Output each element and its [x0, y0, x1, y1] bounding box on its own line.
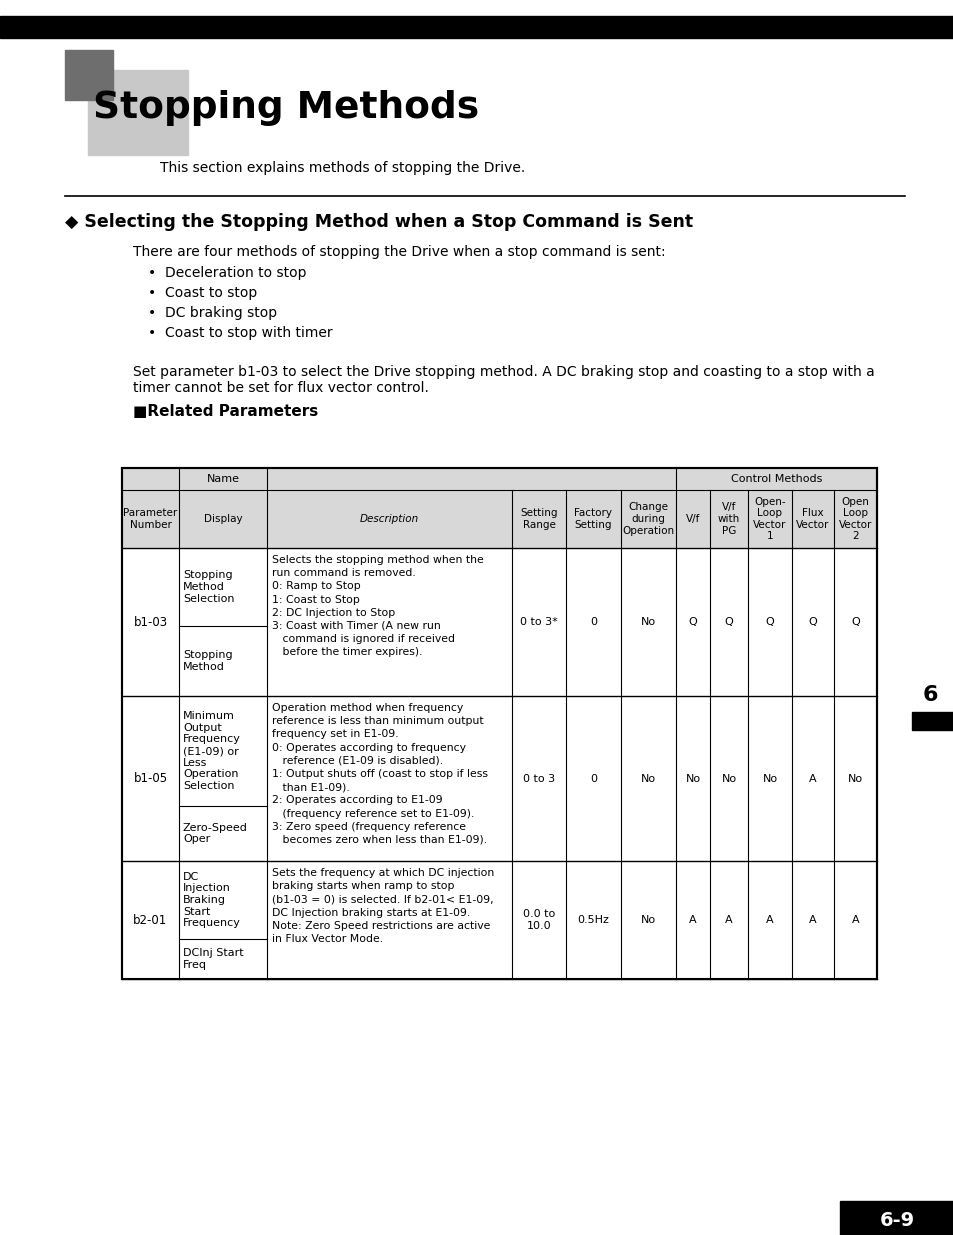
- Text: There are four methods of stopping the Drive when a stop command is sent:: There are four methods of stopping the D…: [132, 245, 665, 259]
- Text: No: No: [640, 773, 656, 783]
- Text: Factory
Setting: Factory Setting: [574, 508, 612, 530]
- Bar: [122, 468, 876, 979]
- Text: ■Related Parameters: ■Related Parameters: [132, 404, 318, 419]
- Text: Description: Description: [359, 514, 418, 524]
- Bar: [911, 713, 953, 730]
- Text: Operation method when frequency
reference is less than minimum output
frequency : Operation method when frequency referenc…: [272, 703, 488, 845]
- Text: b1-03: b1-03: [133, 615, 168, 629]
- Text: 0: 0: [589, 773, 597, 783]
- Text: Stopping Methods: Stopping Methods: [829, 19, 930, 28]
- Text: Zero-Speed
Oper: Zero-Speed Oper: [183, 823, 248, 845]
- Text: A: A: [688, 915, 696, 925]
- Text: Stopping Methods: Stopping Methods: [92, 90, 478, 126]
- Text: 6-9: 6-9: [879, 1210, 914, 1230]
- Text: A: A: [765, 915, 773, 925]
- Text: Selects the stopping method when the
run command is removed.
0: Ramp to Stop
1: : Selects the stopping method when the run…: [272, 555, 483, 657]
- Text: 0: 0: [589, 618, 597, 627]
- Text: No: No: [761, 773, 777, 783]
- Text: No: No: [684, 773, 700, 783]
- Text: Q: Q: [724, 618, 733, 627]
- Text: ◆ Selecting the Stopping Method when a Stop Command is Sent: ◆ Selecting the Stopping Method when a S…: [65, 212, 693, 231]
- Text: A: A: [808, 773, 816, 783]
- Text: 6: 6: [922, 685, 937, 705]
- Text: Q: Q: [808, 618, 817, 627]
- Text: V/f
with
PG: V/f with PG: [717, 503, 740, 536]
- Text: Q: Q: [765, 618, 774, 627]
- Text: Open
Loop
Vector
2: Open Loop Vector 2: [838, 496, 871, 541]
- Text: Q: Q: [850, 618, 859, 627]
- Text: b2-01: b2-01: [133, 914, 168, 926]
- Text: Display: Display: [204, 514, 242, 524]
- Text: 0.0 to
10.0: 0.0 to 10.0: [522, 909, 555, 931]
- Text: Minimum
Output
Frequency
(E1-09) or
Less
Operation
Selection: Minimum Output Frequency (E1-09) or Less…: [183, 711, 240, 790]
- Bar: [88, 70, 188, 156]
- Bar: [65, 49, 112, 100]
- Text: Name: Name: [206, 474, 239, 484]
- Text: •  Coast to stop: • Coast to stop: [148, 287, 257, 300]
- Text: •  DC braking stop: • DC braking stop: [148, 306, 276, 320]
- Text: Set parameter b1-03 to select the Drive stopping method. A DC braking stop and c: Set parameter b1-03 to select the Drive …: [132, 366, 874, 395]
- Text: Flux
Vector: Flux Vector: [796, 508, 829, 530]
- Text: This section explains methods of stopping the Drive.: This section explains methods of stoppin…: [160, 161, 525, 175]
- Text: Setting
Range: Setting Range: [519, 508, 558, 530]
- Text: V/f: V/f: [685, 514, 700, 524]
- Text: A: A: [808, 915, 816, 925]
- Text: Change
during
Operation: Change during Operation: [621, 503, 674, 536]
- Text: Q: Q: [688, 618, 697, 627]
- Text: A: A: [851, 915, 859, 925]
- Text: Control Methods: Control Methods: [730, 474, 821, 484]
- Text: Sets the frequency at which DC injection
braking starts when ramp to stop
(b1-03: Sets the frequency at which DC injection…: [272, 868, 494, 944]
- Bar: [0, 16, 953, 38]
- Text: No: No: [847, 773, 862, 783]
- Text: b1-05: b1-05: [133, 772, 168, 785]
- Text: No: No: [640, 915, 656, 925]
- Text: 0.5Hz: 0.5Hz: [577, 915, 609, 925]
- Text: DC
Injection
Braking
Start
Frequency: DC Injection Braking Start Frequency: [183, 872, 240, 929]
- Text: •  Coast to stop with timer: • Coast to stop with timer: [148, 326, 333, 340]
- Text: No: No: [720, 773, 736, 783]
- Text: A: A: [724, 915, 732, 925]
- Bar: [122, 548, 876, 979]
- Text: Parameter
Number: Parameter Number: [123, 508, 177, 530]
- Bar: [840, 1200, 953, 1235]
- Text: Stopping
Method: Stopping Method: [183, 650, 233, 672]
- Text: DCInj Start
Freq: DCInj Start Freq: [183, 948, 243, 969]
- Bar: [122, 468, 876, 548]
- Text: Open-
Loop
Vector
1: Open- Loop Vector 1: [753, 496, 786, 541]
- Text: Stopping
Method
Selection: Stopping Method Selection: [183, 571, 234, 604]
- Text: 0 to 3: 0 to 3: [522, 773, 555, 783]
- Text: •  Deceleration to stop: • Deceleration to stop: [148, 266, 306, 280]
- Text: 0 to 3*: 0 to 3*: [519, 618, 558, 627]
- Text: No: No: [640, 618, 656, 627]
